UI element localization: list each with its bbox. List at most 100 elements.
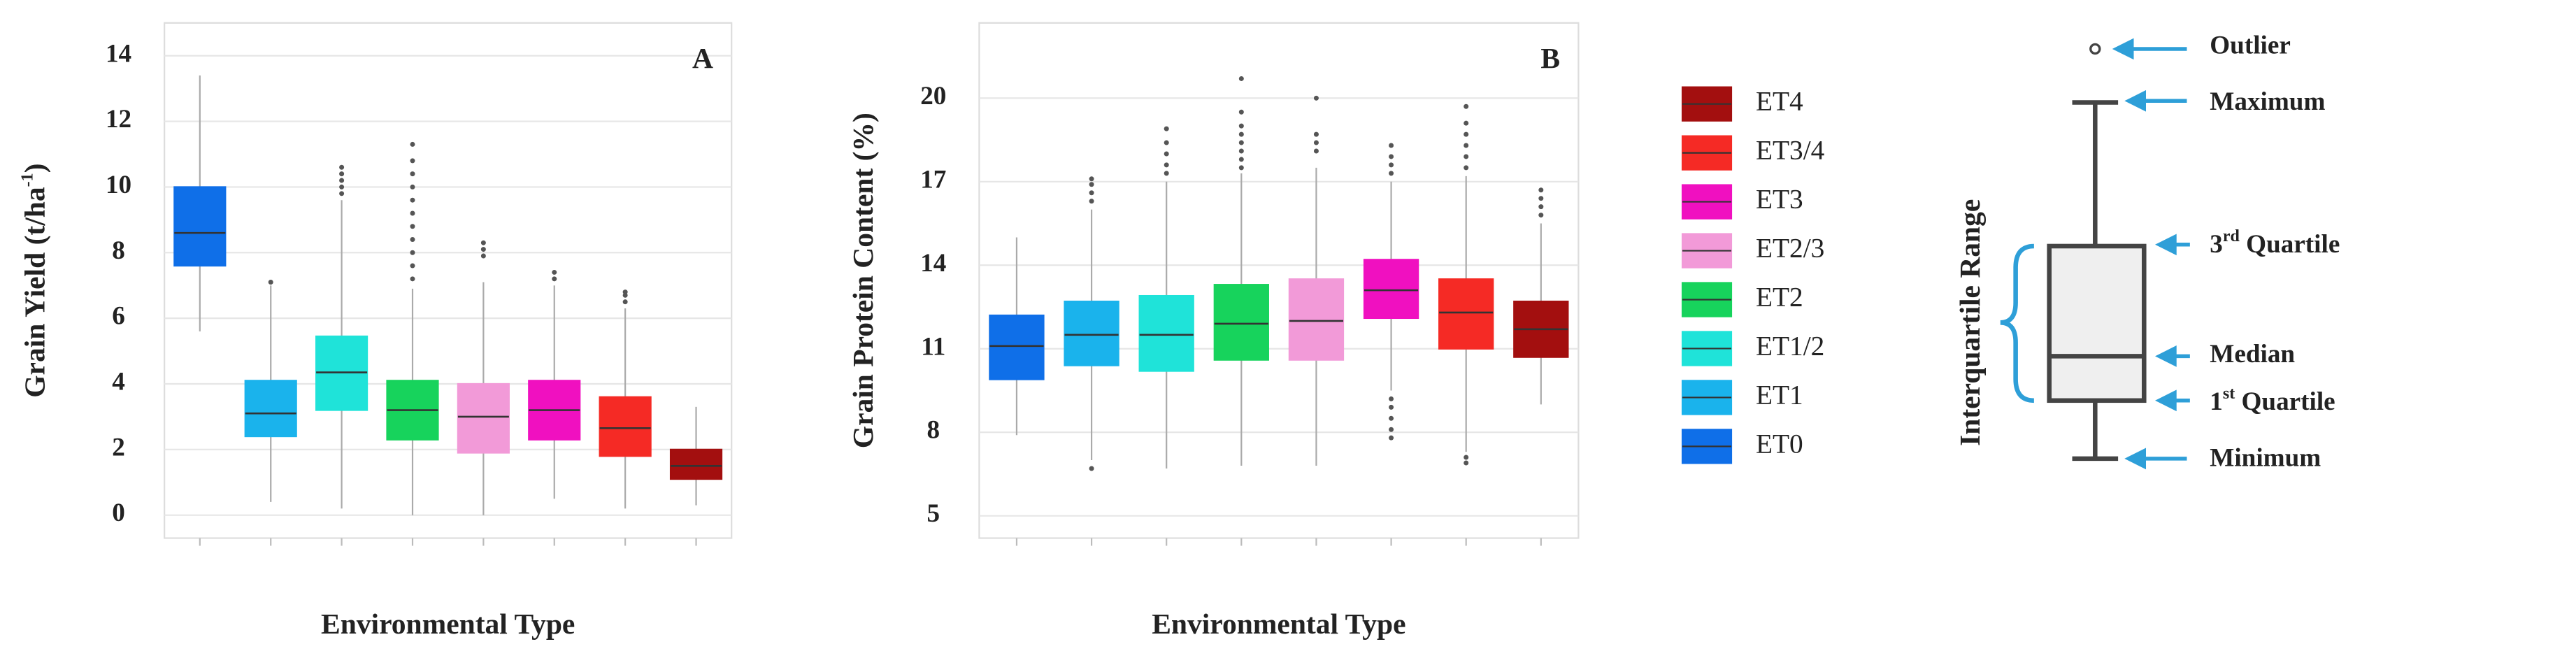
legend-label: ET2/3 — [1756, 233, 1824, 264]
outlier — [1389, 143, 1394, 148]
outlier — [1464, 131, 1469, 137]
box — [1138, 294, 1194, 372]
outlier — [410, 237, 415, 243]
box — [669, 448, 723, 480]
superscript: rd — [2223, 227, 2240, 245]
plot-border — [164, 22, 733, 539]
outlier — [1538, 187, 1544, 193]
box — [1363, 259, 1419, 320]
outlier — [1089, 466, 1094, 471]
outlier — [1238, 148, 1244, 154]
box — [1064, 300, 1119, 366]
legend-label: ET4 — [1756, 86, 1803, 117]
outlier-symbol — [2089, 43, 2101, 55]
arrow-head — [2124, 90, 2147, 112]
y-axis-title: Grain Protein Content (%) — [847, 113, 880, 448]
outlier — [1389, 171, 1394, 176]
outlier — [410, 197, 415, 203]
box — [244, 380, 297, 438]
outlier — [339, 171, 345, 177]
box — [599, 396, 652, 457]
outlier — [1538, 196, 1544, 201]
outlier — [622, 299, 628, 305]
outlier — [1464, 165, 1469, 171]
median-label: Median — [2210, 340, 2295, 369]
superscript: -1 — [18, 173, 36, 187]
x-axis-title: Environmental Type — [1152, 608, 1405, 640]
arrow-head — [2124, 448, 2147, 470]
y-tick-label: 4 — [112, 368, 125, 396]
text-part: 3 — [2210, 230, 2223, 259]
outlier — [1164, 126, 1169, 131]
box — [989, 314, 1045, 380]
outlier — [410, 250, 415, 255]
outlier — [410, 263, 415, 269]
outlier — [1389, 415, 1394, 421]
arrow-head — [2112, 38, 2134, 60]
outlier — [339, 178, 345, 183]
box — [2047, 243, 2147, 403]
y-tick-label: 14 — [106, 39, 131, 68]
text-part: Quartile — [2240, 230, 2340, 259]
outlier — [622, 289, 628, 295]
box — [1288, 278, 1345, 361]
y-tick-label: 20 — [920, 82, 946, 110]
y-tick-label: 11 — [921, 332, 945, 361]
outlier — [552, 269, 557, 275]
outlier — [410, 158, 415, 164]
outlier — [410, 171, 415, 177]
outlier — [1538, 204, 1544, 210]
superscript: st — [2223, 385, 2235, 403]
outlier — [1164, 162, 1169, 168]
outlier — [1164, 151, 1169, 157]
legend-label: ET1 — [1756, 379, 1803, 410]
q3-label: 3rd Quartile — [2210, 227, 2340, 258]
outlier-label: Outlier — [2210, 31, 2291, 59]
outlier — [1389, 396, 1394, 401]
legend-label: ET2 — [1756, 282, 1803, 313]
outlier — [410, 276, 415, 282]
y-tick-label: 17 — [920, 165, 946, 194]
minimum-label: Minimum — [2210, 444, 2321, 473]
outlier — [1238, 131, 1244, 137]
text-part: Grain Yield (t/ha — [18, 187, 51, 398]
range-label: Interquartile Range — [1954, 199, 1986, 446]
outlier — [1313, 131, 1319, 137]
outlier — [552, 276, 557, 282]
y-tick-label: 6 — [112, 302, 125, 331]
y-tick-label: 2 — [112, 433, 125, 462]
outlier — [1089, 182, 1094, 187]
outlier — [1238, 109, 1244, 115]
outlier — [339, 164, 345, 170]
outlier — [410, 224, 415, 229]
outlier — [1389, 162, 1394, 168]
outlier — [1464, 120, 1469, 126]
panel-label: B — [1540, 42, 1560, 74]
outlier — [1538, 213, 1544, 218]
boxplot-diagram — [2047, 43, 2147, 462]
outlier — [1313, 140, 1319, 145]
outlier — [1464, 460, 1469, 466]
box — [1438, 278, 1494, 350]
outlier — [1238, 165, 1244, 171]
q1-label: 1st Quartile — [2210, 385, 2335, 416]
outlier — [1389, 404, 1394, 410]
outlier — [1089, 199, 1094, 204]
y-tick-label: 10 — [106, 171, 131, 199]
outlier — [1464, 455, 1469, 460]
x-axis-title: Environmental Type — [321, 608, 575, 640]
text-part: Quartile — [2235, 387, 2335, 416]
text-part: ) — [18, 164, 51, 173]
outlier — [339, 184, 345, 190]
maximum-label: Maximum — [2210, 87, 2325, 116]
outlier — [1389, 427, 1394, 432]
box — [457, 382, 510, 454]
box — [1213, 284, 1269, 361]
outlier — [1464, 143, 1469, 148]
outlier — [339, 191, 345, 196]
legend-label: ET3/4 — [1756, 135, 1825, 166]
outlier — [480, 240, 486, 245]
arrow-head — [2155, 234, 2177, 256]
outlier — [1313, 148, 1319, 154]
